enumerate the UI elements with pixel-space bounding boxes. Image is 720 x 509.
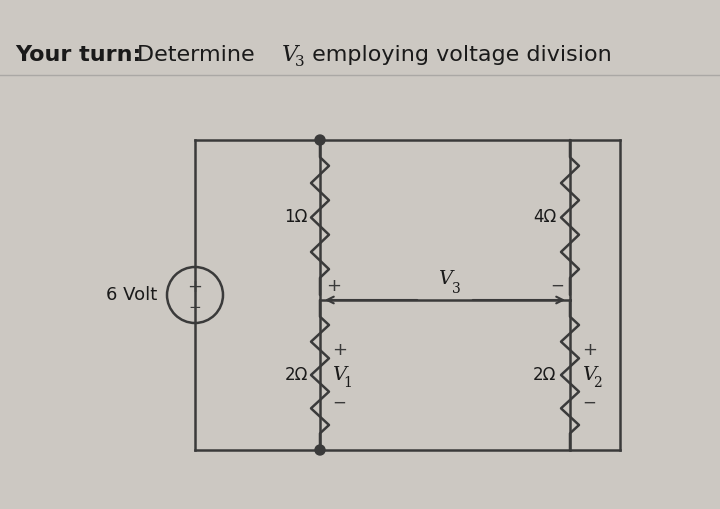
- Text: +: +: [187, 278, 202, 296]
- Text: employing voltage division: employing voltage division: [305, 45, 612, 65]
- Text: V: V: [332, 366, 346, 384]
- Text: 1Ω: 1Ω: [284, 209, 308, 227]
- Text: Your turn:: Your turn:: [15, 45, 141, 65]
- Text: 2: 2: [593, 376, 602, 390]
- Text: 3: 3: [452, 282, 461, 296]
- Text: 3: 3: [295, 55, 305, 69]
- Text: 4Ω: 4Ω: [533, 209, 556, 227]
- Text: 6 Volt: 6 Volt: [106, 286, 157, 304]
- Text: −: −: [332, 394, 346, 412]
- Text: −: −: [189, 299, 202, 315]
- Text: −: −: [550, 277, 564, 295]
- Text: Determine: Determine: [137, 45, 262, 65]
- Circle shape: [315, 135, 325, 145]
- Text: 1: 1: [343, 376, 352, 390]
- Text: +: +: [332, 341, 347, 359]
- Text: 2Ω: 2Ω: [284, 366, 308, 384]
- Text: V: V: [582, 366, 596, 384]
- Text: +: +: [326, 277, 341, 295]
- Text: V: V: [282, 44, 298, 66]
- Text: V: V: [438, 270, 452, 288]
- Text: −: −: [582, 394, 596, 412]
- Text: 2Ω: 2Ω: [533, 366, 556, 384]
- Circle shape: [315, 445, 325, 455]
- Text: +: +: [582, 341, 597, 359]
